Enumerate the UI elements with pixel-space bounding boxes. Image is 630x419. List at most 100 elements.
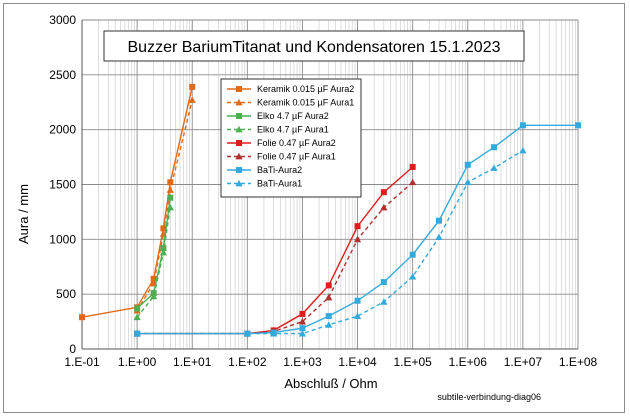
legend-marker <box>236 140 242 146</box>
axes <box>81 20 578 350</box>
y-tick-label: 0 <box>69 342 76 356</box>
data-point <box>491 144 498 151</box>
data-point <box>188 96 196 103</box>
chart-frame: 1.E-01 1.E+00 1.E+01 1.E+02 1.E+03 1.E+04 1.E+… <box>3 3 625 413</box>
y-tick-label: 2500 <box>49 68 76 82</box>
data-point <box>166 203 174 211</box>
data-point <box>380 279 387 286</box>
series-line <box>136 99 193 311</box>
data-point <box>354 297 361 304</box>
data-point <box>299 325 306 332</box>
y-tick-label: 3000 <box>49 13 76 27</box>
data-point <box>409 251 416 258</box>
legend-entry: BaTi-Aura2 <box>227 165 302 175</box>
data-point <box>409 163 416 170</box>
data-point <box>325 321 333 328</box>
data-point <box>167 194 174 201</box>
data-point <box>133 330 141 337</box>
data-point <box>409 178 417 186</box>
legend-label: Folie 0.47 µF Aura1 <box>257 152 336 162</box>
x-tick-label: 1.E-01 <box>64 355 100 369</box>
legend-marker <box>236 86 242 92</box>
series-line <box>136 207 171 318</box>
legend-entry: Folie 0.47 µF Aura2 <box>227 138 336 148</box>
series-line <box>137 149 524 335</box>
data-point <box>160 245 167 252</box>
data-point <box>575 122 581 129</box>
data-point <box>166 186 174 193</box>
legend-label: BaTi-Aura2 <box>257 165 302 175</box>
y-tick-label: 1500 <box>49 178 76 192</box>
data-point <box>298 330 307 337</box>
data-point <box>464 161 471 168</box>
legend-entry: Elko 4.7 µF Aura1 <box>227 125 329 135</box>
data-point <box>354 223 361 230</box>
data-point <box>380 203 388 211</box>
series-line <box>81 86 193 318</box>
legend-marker <box>236 167 242 173</box>
data-point <box>189 83 196 90</box>
tick-labels: 1.E-01 1.E+00 1.E+01 1.E+02 1.E+03 1.E+04 1.E+… <box>49 13 597 369</box>
y-tick-label: 500 <box>56 287 76 301</box>
x-tick-label: 1.E+05 <box>393 355 432 369</box>
legend-marker <box>235 179 243 187</box>
data-point <box>325 282 332 289</box>
legend-label: Folie 0.47 µF Aura2 <box>257 138 336 148</box>
title-box: Buzzer BariumTitanat und Kondensatoren 1… <box>103 30 525 62</box>
data-point <box>435 217 442 224</box>
x-tick-label: 1.E+03 <box>283 355 322 369</box>
legend-entry: Elko 4.7 µF Aura2 <box>227 111 329 121</box>
data-point <box>464 178 472 186</box>
legend-label: Keramik 0.015 µF Aura2 <box>257 84 354 94</box>
data-point <box>435 233 443 241</box>
legend-entry: BaTi-Aura1 <box>227 179 302 189</box>
data-point <box>380 298 388 305</box>
series-layer <box>79 83 581 337</box>
data-point <box>325 313 332 320</box>
chart: 1.E-01 1.E+00 1.E+01 1.E+02 1.E+03 1.E+04 1.E+… <box>16 13 598 402</box>
data-point <box>167 179 174 186</box>
data-point <box>270 330 278 337</box>
data-point <box>380 189 387 196</box>
legend-marker <box>235 98 243 106</box>
x-tick-label: 1.E+06 <box>449 355 488 369</box>
x-tick-label: 1.E+07 <box>504 355 543 369</box>
legend-entry: Folie 0.47 µF Aura1 <box>227 152 336 162</box>
data-point <box>519 122 526 129</box>
footnote: subtile-verbindung-diag06 <box>437 392 541 402</box>
data-point <box>133 313 141 321</box>
chart-title: Buzzer BariumTitanat und Kondensatoren 1… <box>128 39 501 56</box>
legend-marker <box>236 113 242 119</box>
legend-marker <box>235 125 243 133</box>
x-tick-label: 1.E+08 <box>559 355 598 369</box>
x-tick-label: 1.E+01 <box>173 355 212 369</box>
legend-marker <box>235 152 243 160</box>
data-point <box>150 292 158 300</box>
legend-label: Elko 4.7 µF Aura1 <box>257 125 329 135</box>
data-point <box>490 164 498 171</box>
series-4 <box>133 203 174 321</box>
legend-entry: Keramik 0.015 µF Aura2 <box>227 84 354 94</box>
legend-label: Keramik 0.015 µF Aura1 <box>257 98 354 108</box>
data-point <box>243 330 251 337</box>
data-point <box>325 293 333 301</box>
legend-label: BaTi-Aura1 <box>257 179 302 189</box>
data-point <box>79 314 85 321</box>
series-line <box>136 197 171 309</box>
data-point <box>519 146 527 154</box>
y-tick-label: 2000 <box>49 123 76 137</box>
legend-label: Elko 4.7 µF Aura2 <box>257 111 329 121</box>
legend-box <box>220 78 362 198</box>
data-point <box>159 248 168 256</box>
data-point <box>353 235 362 243</box>
x-tick-label: 1.E+04 <box>338 355 377 369</box>
data-point <box>134 305 141 312</box>
data-point <box>299 310 306 317</box>
data-point <box>353 312 362 319</box>
data-point <box>409 273 417 280</box>
data-point <box>298 317 307 325</box>
legend: Keramik 0.015 µF Aura2 Keramik 0.015 µF A… <box>220 78 362 198</box>
y-axis-title: Aura / mm <box>16 184 31 244</box>
data-point <box>160 225 167 232</box>
legend-entry: Keramik 0.015 µF Aura1 <box>227 98 354 108</box>
